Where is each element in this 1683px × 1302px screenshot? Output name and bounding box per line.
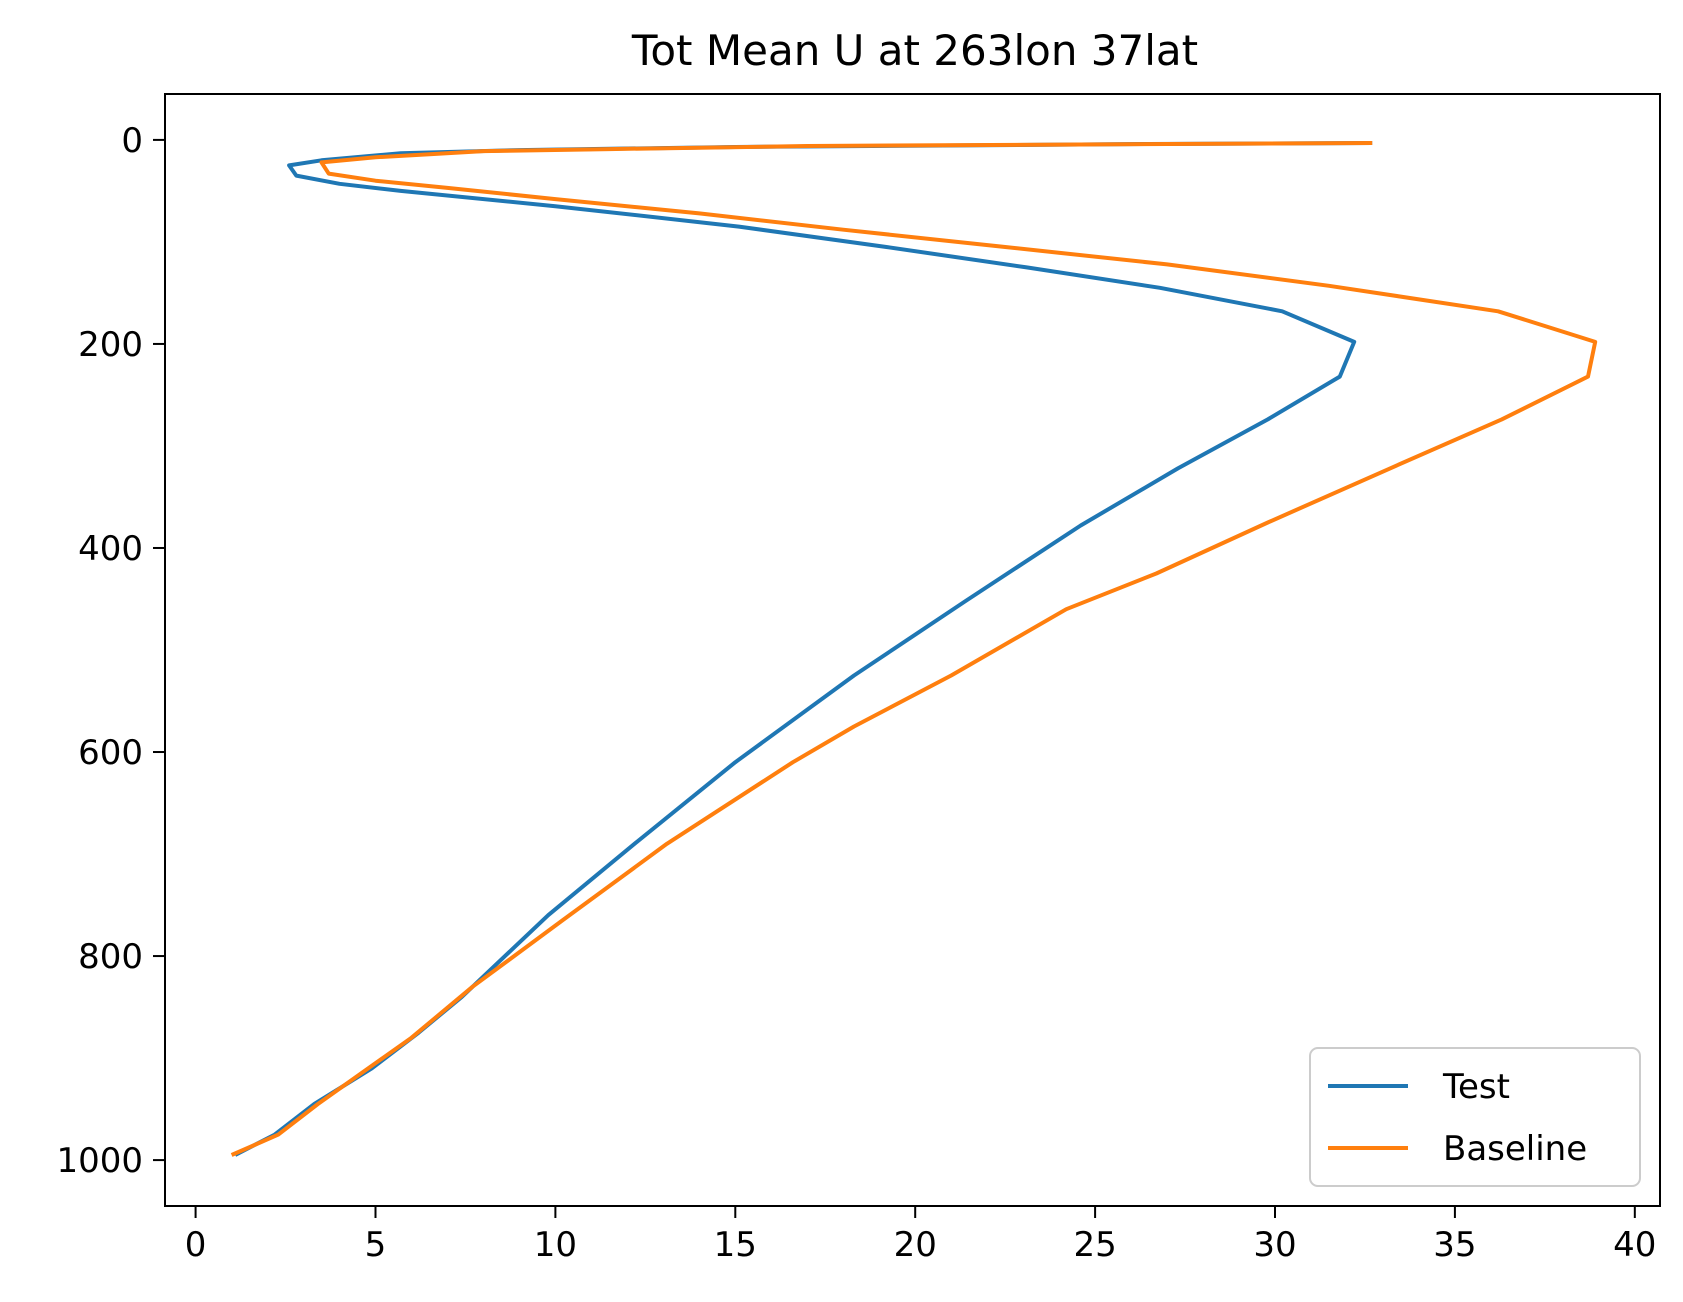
- x-tick-label: 0: [185, 1225, 207, 1265]
- y-tick-label: 1000: [56, 1141, 143, 1181]
- x-tick-label: 35: [1433, 1225, 1476, 1265]
- y-tick-label: 600: [78, 733, 143, 773]
- legend-label-baseline: Baseline: [1443, 1129, 1587, 1169]
- series-layer: [230, 141, 1598, 1157]
- legend-label-test: Test: [1442, 1067, 1510, 1107]
- y-tick-label: 200: [78, 325, 143, 365]
- plot-frame: [164, 93, 1661, 1207]
- series-line-baseline: [230, 141, 1598, 1157]
- y-axis: 0 200 400 600 800 1000: [56, 121, 165, 1181]
- series-line-test: [234, 141, 1373, 1157]
- x-tick-label: 30: [1253, 1225, 1296, 1265]
- chart-title: Tot Mean U at 263lon 37lat: [631, 26, 1198, 75]
- x-tick-label: 5: [365, 1225, 387, 1265]
- x-axis: 0 5 10 15 20 25 30 35 40: [185, 1206, 1656, 1265]
- y-tick-label: 0: [121, 121, 143, 161]
- x-tick-label: 15: [714, 1225, 757, 1265]
- y-tick-label: 800: [78, 937, 143, 977]
- plot-area: [164, 93, 1661, 1207]
- legend-box: [1309, 1047, 1641, 1187]
- x-tick-label: 25: [1073, 1225, 1116, 1265]
- legend: Test Baseline: [1309, 1047, 1641, 1187]
- y-tick-label: 400: [78, 529, 143, 569]
- x-tick-label: 10: [534, 1225, 577, 1265]
- x-tick-label: 20: [894, 1225, 937, 1265]
- x-tick-label: 40: [1613, 1225, 1656, 1265]
